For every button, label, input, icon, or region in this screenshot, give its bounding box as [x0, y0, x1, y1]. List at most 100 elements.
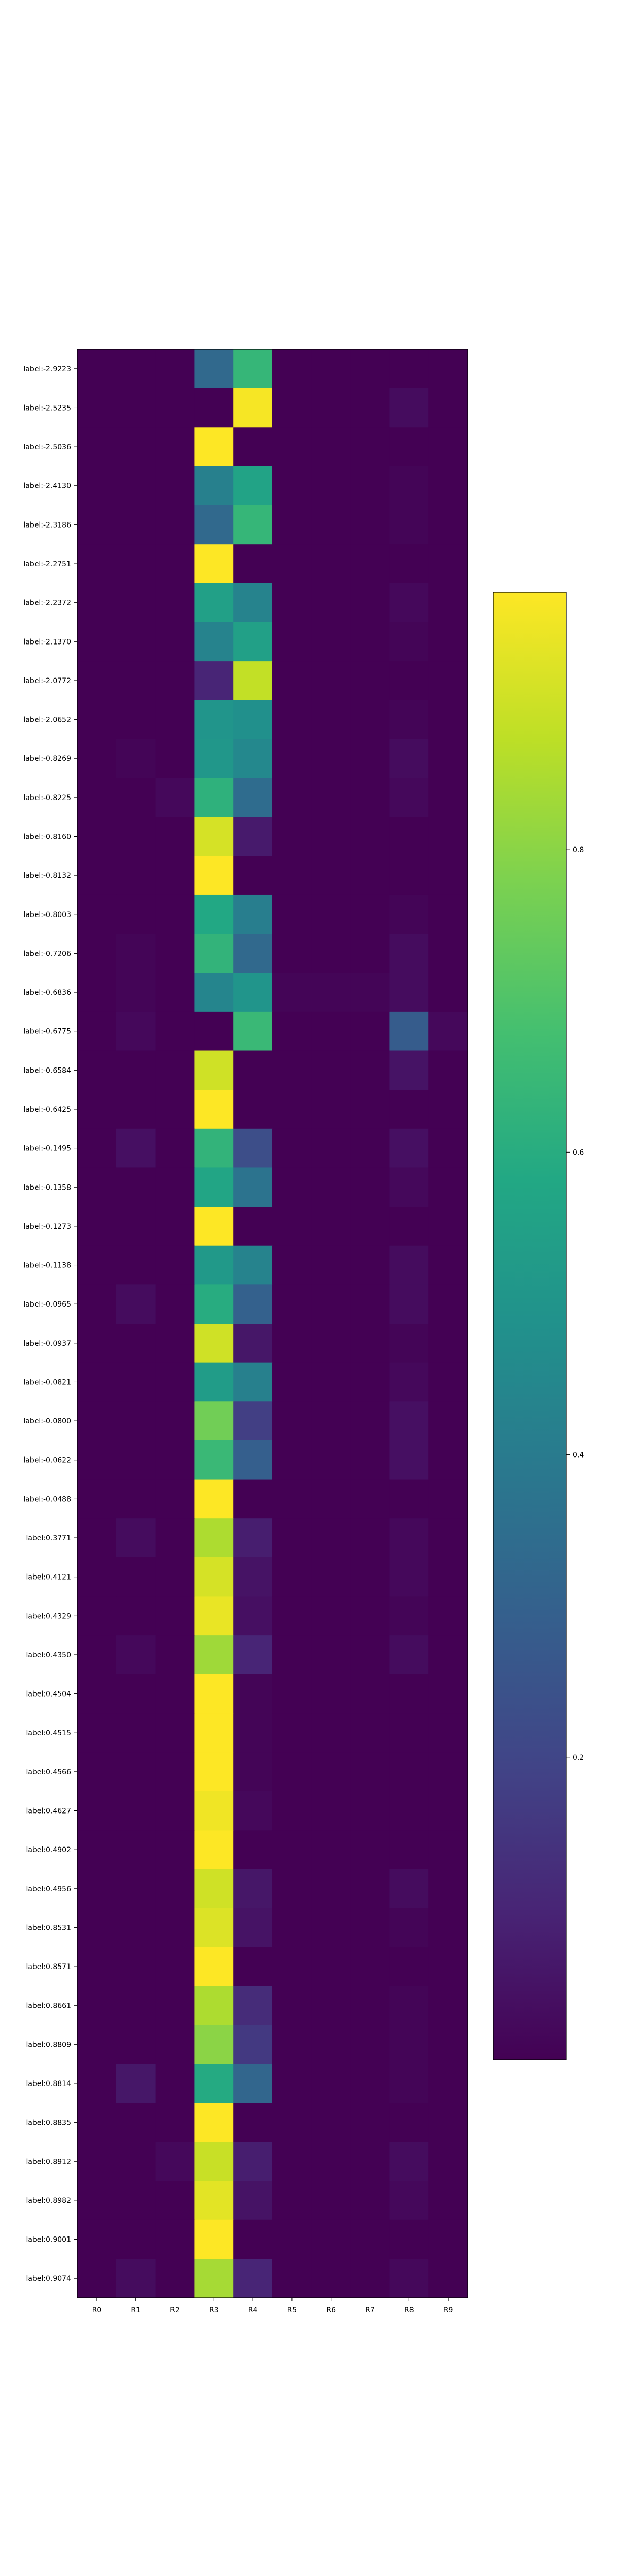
heatmap-cell [311, 856, 351, 895]
y-tick-label: label:-2.5036 [23, 443, 71, 451]
heatmap-cell [77, 1479, 117, 1519]
heatmap-cell [311, 1245, 351, 1285]
heatmap-cell [272, 1284, 312, 1324]
heatmap-cell [350, 1869, 390, 1909]
heatmap-cell [116, 2181, 156, 2221]
y-tick-label: label:0.4627 [26, 1807, 71, 1816]
heatmap-cell [272, 427, 312, 467]
heatmap-cell [194, 1128, 234, 1168]
heatmap-cell [428, 388, 468, 428]
heatmap-cell [77, 1869, 117, 1909]
heatmap-cell [272, 622, 312, 662]
y-tick-label: label:-2.2751 [23, 560, 71, 568]
heatmap-cell [194, 1596, 234, 1636]
heatmap-cell [428, 894, 468, 935]
heatmap-cell [194, 1167, 234, 1207]
x-tick-label: R6 [326, 2306, 336, 2314]
heatmap-cell [350, 349, 390, 389]
heatmap-cell [77, 1557, 117, 1597]
heatmap-cell [311, 817, 351, 856]
y-tick-label: label:-0.6775 [23, 1028, 71, 1036]
heatmap-cell [155, 1908, 195, 1947]
heatmap-cell [77, 1284, 117, 1324]
heatmap-cell [428, 1362, 468, 1402]
heatmap-cell [311, 894, 351, 935]
heatmap-cell [350, 1324, 390, 1363]
heatmap-cell [116, 388, 156, 428]
heatmap-cell [428, 505, 468, 545]
heatmap-cell [389, 856, 429, 895]
heatmap-cell [155, 1362, 195, 1402]
heatmap-cell [194, 2219, 234, 2259]
heatmap-cell [116, 1362, 156, 1402]
heatmap-cell [311, 1557, 351, 1597]
heatmap-cell [155, 349, 195, 389]
heatmap-cell [350, 427, 390, 467]
y-tick-label: label:-0.6836 [23, 989, 71, 997]
heatmap-cell [311, 1440, 351, 1480]
heatmap-cell [272, 817, 312, 856]
heatmap-cell [272, 1674, 312, 1714]
heatmap-cell [389, 1713, 429, 1753]
heatmap-cell [350, 1674, 390, 1714]
x-axis: R0 R1 R2 R3 R4 R5 R6 R7 R8 R9 [92, 2298, 453, 2314]
heatmap-cell [77, 583, 117, 623]
colorbar-tick-label: 0.2 [573, 1754, 584, 1762]
heatmap-cell [233, 1090, 273, 1129]
heatmap-cell [233, 1128, 273, 1168]
heatmap-cell [272, 1713, 312, 1753]
heatmap-cell [311, 2025, 351, 2064]
heatmap-cell [350, 661, 390, 701]
heatmap-cell [389, 1050, 429, 1090]
heatmap-cell [77, 1207, 117, 1246]
heatmap-cell [155, 544, 195, 584]
heatmap-cell [389, 2219, 429, 2259]
heatmap-cell [350, 1011, 390, 1052]
heatmap-cell [194, 856, 234, 895]
heatmap-cell [272, 1207, 312, 1246]
heatmap-cell [77, 1635, 117, 1675]
heatmap-cell [116, 1869, 156, 1909]
y-tick-label: label:-2.5235 [23, 404, 71, 412]
y-tick-label: label:0.4566 [26, 1768, 71, 1776]
heatmap-cell [77, 2219, 117, 2259]
heatmap-cell [311, 2181, 351, 2221]
heatmap-cell [428, 544, 468, 584]
heatmap-cell [350, 2064, 390, 2104]
heatmap-cell [389, 1128, 429, 1168]
heatmap-cell [428, 1752, 468, 1792]
heatmap-cell [311, 1479, 351, 1519]
heatmap-cell [194, 2103, 234, 2143]
heatmap-cell [77, 1908, 117, 1947]
heatmap-cell [77, 427, 117, 467]
heatmap-cell [272, 583, 312, 623]
heatmap-cell [77, 1713, 117, 1753]
heatmap-cell [77, 817, 117, 856]
heatmap-cell [389, 894, 429, 935]
heatmap-cell [350, 1050, 390, 1090]
heatmap-cell [311, 1830, 351, 1870]
y-tick-label: label:0.8982 [26, 2197, 71, 2205]
heatmap-cell [389, 700, 429, 739]
heatmap-cell [116, 934, 156, 973]
heatmap-cell [77, 1362, 117, 1402]
y-tick-label: label:-0.1495 [23, 1145, 71, 1153]
heatmap-cell [155, 2142, 195, 2181]
heatmap-cell [233, 1011, 273, 1052]
heatmap-cell [155, 1947, 195, 1987]
heatmap-cell [272, 1167, 312, 1207]
heatmap-cell [350, 1713, 390, 1753]
heatmap-cell [233, 1440, 273, 1480]
heatmap-cell [116, 349, 156, 389]
heatmap-cell [389, 1830, 429, 1870]
heatmap-cell [428, 2142, 468, 2181]
heatmap-cell [428, 661, 468, 701]
heatmap-cell [77, 1674, 117, 1714]
heatmap-cell [389, 1908, 429, 1947]
heatmap-cell [389, 2181, 429, 2221]
heatmap-cell [428, 1791, 468, 1831]
heatmap-cell [389, 1674, 429, 1714]
heatmap-cell [155, 1791, 195, 1831]
heatmap-cell [350, 2219, 390, 2259]
heatmap-cell [233, 778, 273, 818]
